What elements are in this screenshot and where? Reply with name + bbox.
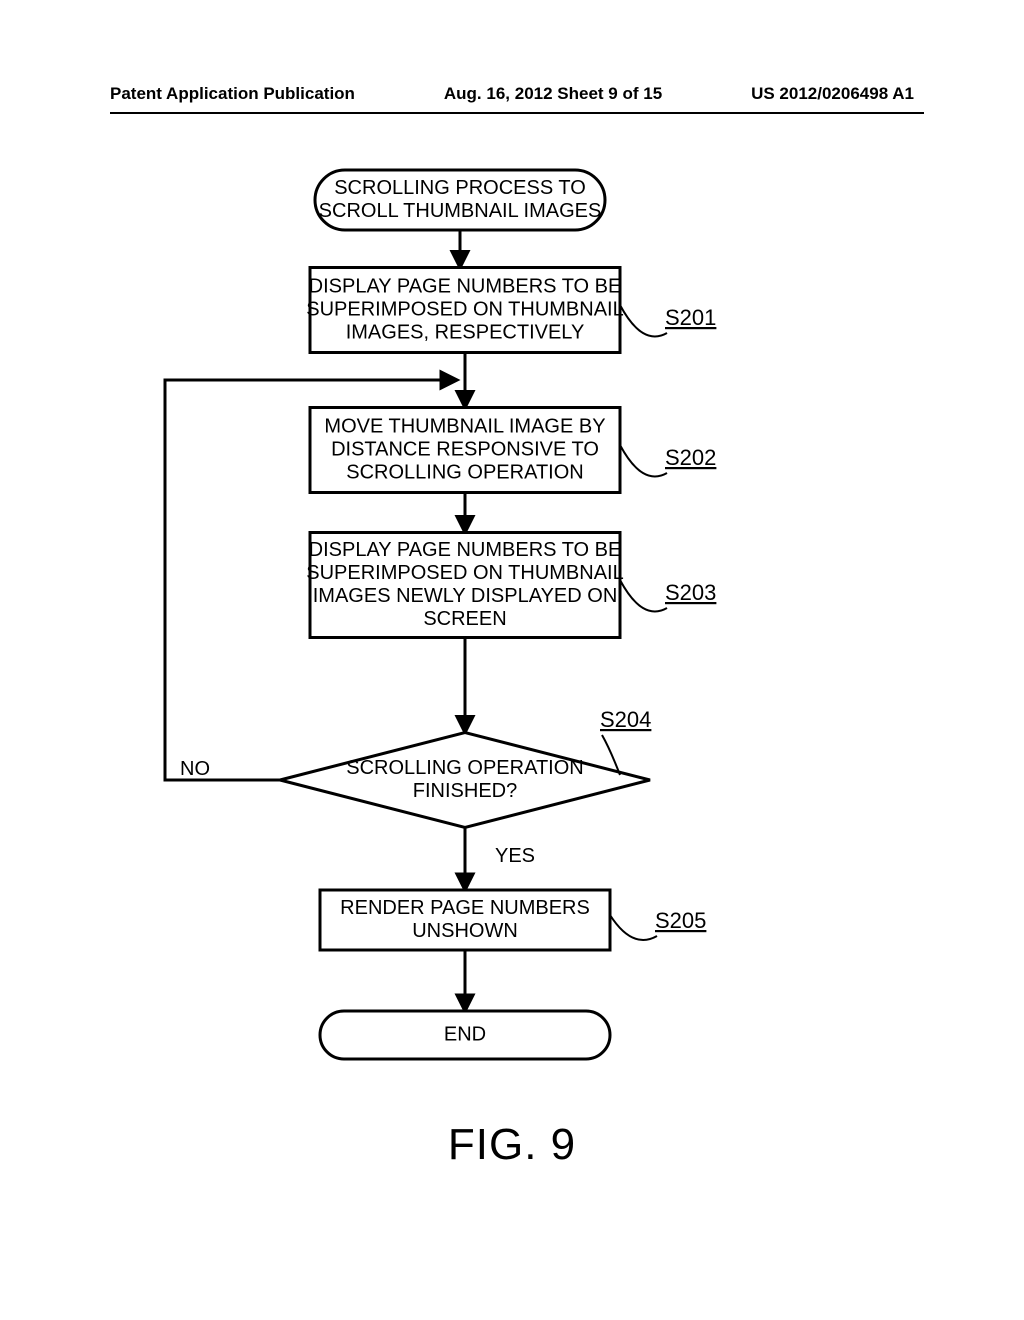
svg-text:DISTANCE RESPONSIVE TO: DISTANCE RESPONSIVE TO <box>331 439 599 461</box>
header-left: Patent Application Publication <box>110 84 355 104</box>
header-right: US 2012/0206498 A1 <box>751 84 914 104</box>
svg-text:S205: S205 <box>655 908 706 933</box>
svg-text:SCROLLING OPERATION: SCROLLING OPERATION <box>346 757 583 779</box>
svg-text:RENDER PAGE NUMBERS: RENDER PAGE NUMBERS <box>340 897 590 919</box>
svg-text:IMAGES, RESPECTIVELY: IMAGES, RESPECTIVELY <box>346 322 585 344</box>
figure-label: FIG. 9 <box>0 1120 1024 1170</box>
svg-text:S201: S201 <box>665 305 716 330</box>
svg-text:SUPERIMPOSED ON THUMBNAIL: SUPERIMPOSED ON THUMBNAIL <box>306 562 623 584</box>
svg-text:DISPLAY PAGE NUMBERS TO BE: DISPLAY PAGE NUMBERS TO BE <box>309 539 622 561</box>
svg-text:DISPLAY PAGE NUMBERS TO BE: DISPLAY PAGE NUMBERS TO BE <box>309 276 622 298</box>
svg-text:YES: YES <box>495 845 535 867</box>
page-header: Patent Application Publication Aug. 16, … <box>0 84 1024 104</box>
svg-text:FINISHED?: FINISHED? <box>413 780 517 802</box>
svg-text:S204: S204 <box>600 707 651 732</box>
svg-text:SCREEN: SCREEN <box>423 608 506 630</box>
header-center: Aug. 16, 2012 Sheet 9 of 15 <box>444 84 662 104</box>
svg-text:NO: NO <box>180 758 210 780</box>
svg-text:S202: S202 <box>665 445 716 470</box>
svg-text:END: END <box>444 1024 486 1046</box>
svg-text:SCROLLING OPERATION: SCROLLING OPERATION <box>346 462 583 484</box>
header-divider <box>110 112 924 114</box>
svg-text:S203: S203 <box>665 580 716 605</box>
flowchart: YES NO SCROLLING PROCESS TOSCROLL THUMBNAI… <box>0 150 1024 1150</box>
svg-text:SUPERIMPOSED ON THUMBNAIL: SUPERIMPOSED ON THUMBNAIL <box>306 299 623 321</box>
svg-text:SCROLL THUMBNAIL IMAGES: SCROLL THUMBNAIL IMAGES <box>319 200 602 222</box>
svg-text:IMAGES NEWLY DISPLAYED ON: IMAGES NEWLY DISPLAYED ON <box>313 585 618 607</box>
svg-text:MOVE THUMBNAIL IMAGE BY: MOVE THUMBNAIL IMAGE BY <box>324 416 605 438</box>
svg-text:SCROLLING PROCESS TO: SCROLLING PROCESS TO <box>334 177 586 199</box>
svg-text:UNSHOWN: UNSHOWN <box>412 920 518 942</box>
